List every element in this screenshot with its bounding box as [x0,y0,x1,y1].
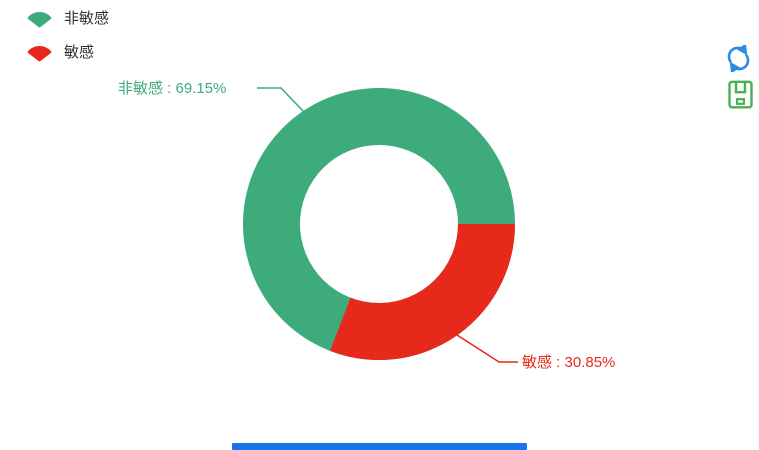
legend-item-sensitive[interactable]: 敏感 [24,42,109,64]
bottom-scrollbar-thumb[interactable] [232,443,527,450]
refresh-icon [727,44,749,72]
pie-sector-icon [27,12,52,28]
label-sensitive: 敏感 : 30.85% [522,354,616,371]
slice-sensitive[interactable] [243,88,515,360]
pie-sector-icon [27,46,52,62]
legend-label-sensitive: 敏感 [64,44,95,61]
save-image-icon [727,80,753,108]
label-line-non-sensitive [257,87,305,113]
legend-label-non-sensitive: 非敏感 [64,10,110,27]
label-non-sensitive: 非敏感 : 69.15% [118,80,227,97]
label-line-sensitive [456,334,518,363]
save-image-button[interactable] [727,79,753,109]
restore-button[interactable] [724,44,752,72]
legend-item-non-sensitive[interactable]: 非敏感 [24,8,109,30]
legend: 非敏感 敏感 [24,8,109,64]
